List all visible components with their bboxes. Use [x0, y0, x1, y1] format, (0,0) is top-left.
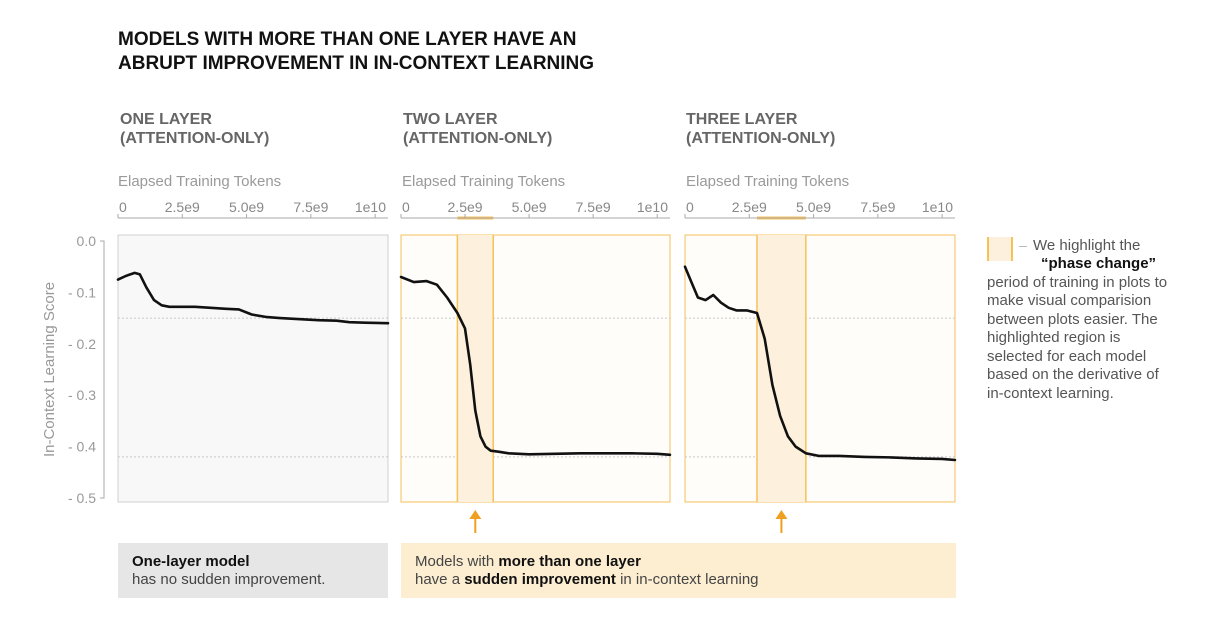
- title-line-2: ABRUPT IMPROVEMENT IN IN-CONTEXT LEARNIN…: [118, 53, 595, 74]
- note-text: in-context learning.: [987, 384, 1114, 402]
- panel-title-two-layer: TWO LAYER (ATTENTION-ONLY): [403, 110, 552, 148]
- panel-title-line: TWO LAYER: [403, 111, 498, 128]
- caption-text: has no sudden improvement.: [132, 571, 326, 588]
- caption-text: Models with: [415, 553, 499, 570]
- note-text: highlighted region is: [987, 329, 1121, 346]
- note-text: make visual comparision: [987, 292, 1152, 309]
- caption-bold: One-layer model: [132, 553, 250, 570]
- panel-title-line: (ATTENTION-ONLY): [120, 130, 270, 147]
- x-tick-label: 1e10: [922, 199, 953, 215]
- y-axis-line: [100, 240, 105, 499]
- note-text: We highlight the: [1033, 237, 1141, 254]
- y-tick-label: 0.0: [77, 233, 97, 249]
- note-text: between plots easier. The: [987, 310, 1158, 328]
- caption-one-layer: One-layer model has no sudden improvemen…: [118, 543, 388, 598]
- series-line: [683, 265, 957, 462]
- panel-title-line: (ATTENTION-ONLY): [686, 130, 836, 147]
- x-tick-label: 5.0e9: [512, 199, 547, 215]
- x-axis-title: Elapsed Training Tokens: [686, 173, 850, 190]
- y-tick-label: - 0.1: [68, 284, 96, 300]
- dash-icon: [1019, 245, 1027, 247]
- note-bold: “phase change”: [1041, 255, 1157, 272]
- note-text: selected for each model: [987, 347, 1147, 365]
- note-text: based on the derivative of: [987, 366, 1159, 383]
- caption-bold: more than one layer: [498, 553, 641, 570]
- panel-title-line: ONE LAYER: [120, 111, 212, 128]
- panel-title-one-layer: ONE LAYER (ATTENTION-ONLY): [120, 110, 269, 148]
- x-tick-label: 7.5e9: [576, 199, 611, 215]
- panel-frame: [684, 234, 956, 503]
- x-tick-label: 0: [119, 199, 127, 215]
- x-tick-label: 1e10: [637, 199, 668, 215]
- x-tick-label: 7.5e9: [293, 199, 328, 215]
- phase-change-band: [757, 235, 806, 502]
- y-tick-label: - 0.2: [68, 336, 96, 352]
- x-tick-label: 0: [402, 199, 410, 215]
- highlight-swatch: [987, 237, 1013, 261]
- x-tick-label: 5.0e9: [796, 199, 831, 215]
- y-tick-label: - 0.3: [68, 387, 96, 403]
- x-axis-title: Elapsed Training Tokens: [402, 173, 566, 190]
- y-axis-label: In-Context Learning Score: [41, 282, 58, 457]
- caption-text: have a: [415, 571, 465, 588]
- x-axis-title: Elapsed Training Tokens: [118, 173, 282, 190]
- y-tick-label: - 0.5: [68, 490, 96, 506]
- series-line: [399, 275, 672, 457]
- note-text: period of training in plots to: [987, 273, 1168, 291]
- caption-text: in in-context learning: [615, 571, 759, 588]
- panel-title-three-layer: THREE LAYER (ATTENTION-ONLY): [686, 110, 835, 148]
- caption-bold: sudden improvement: [464, 571, 616, 588]
- panel-title-line: (ATTENTION-ONLY): [403, 130, 553, 147]
- x-tick-label: 2.5e9: [732, 199, 767, 215]
- panel-frame: [400, 234, 671, 503]
- arrow-up-icon: [469, 510, 482, 519]
- phase-change-band: [457, 235, 494, 502]
- panel-title-line: THREE LAYER: [686, 111, 798, 128]
- legend-note: We highlight the “phase change” period o…: [987, 237, 1202, 403]
- x-tick-label: 2.5e9: [448, 199, 483, 215]
- title-line-1: MODELS WITH MORE THAN ONE LAYER HAVE AN: [118, 29, 577, 50]
- x-tick-label: 7.5e9: [860, 199, 895, 215]
- panel-frame: [117, 234, 389, 503]
- series-line: [116, 271, 390, 325]
- y-tick-label: - 0.4: [68, 439, 96, 455]
- x-tick-label: 2.5e9: [165, 199, 200, 215]
- note-first-line: We highlight the: [987, 237, 1202, 261]
- chart-main-title: MODELS WITH MORE THAN ONE LAYER HAVE AN …: [118, 28, 758, 76]
- arrow-up-icon: [775, 510, 788, 519]
- note-bold-line: “phase change”: [987, 255, 1202, 274]
- x-tick-label: 0: [686, 199, 694, 215]
- x-tick-label: 5.0e9: [229, 199, 264, 215]
- x-tick-label: 1e10: [355, 199, 386, 215]
- caption-multi-layer: Models with more than one layer have a s…: [401, 543, 956, 598]
